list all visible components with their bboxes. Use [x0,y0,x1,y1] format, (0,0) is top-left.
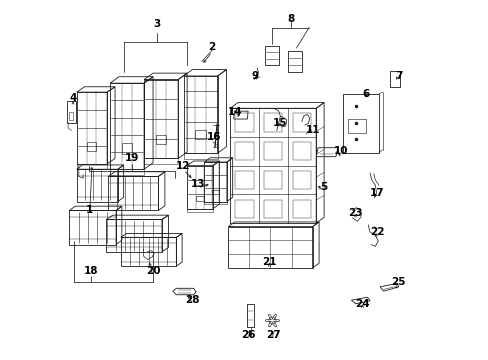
Text: 28: 28 [185,295,199,305]
Text: 20: 20 [145,266,160,276]
Text: 23: 23 [347,208,362,218]
Text: 2: 2 [208,42,215,52]
Text: 3: 3 [153,19,160,29]
Text: 12: 12 [176,161,190,171]
Text: 22: 22 [369,227,384,237]
Text: 7: 7 [394,71,402,81]
Text: 1: 1 [86,206,93,216]
Text: 16: 16 [206,132,221,142]
Text: 15: 15 [273,118,287,128]
Text: 21: 21 [262,257,276,267]
Text: 4: 4 [69,93,77,103]
Text: 13: 13 [190,179,204,189]
Text: 9: 9 [251,71,258,81]
Text: 11: 11 [305,125,319,135]
Text: 25: 25 [391,277,405,287]
Text: 26: 26 [241,330,255,340]
Text: 17: 17 [369,188,384,198]
Text: 18: 18 [84,266,99,276]
Text: 27: 27 [265,330,280,340]
Text: 14: 14 [228,107,243,117]
Text: 6: 6 [362,89,369,99]
Text: 5: 5 [319,182,326,192]
Text: 24: 24 [355,299,369,309]
Text: 19: 19 [124,153,139,163]
Text: 10: 10 [333,146,348,156]
Text: 8: 8 [287,14,294,24]
